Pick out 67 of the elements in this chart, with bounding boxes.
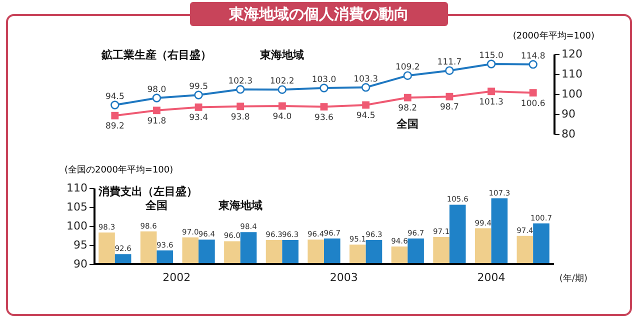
y-tick-label: 95 [74,238,88,252]
y-tick-label: 120 [562,48,582,60]
data-label: 94.5 [105,92,124,102]
point [111,112,119,120]
data-label: 99.5 [189,82,208,92]
data-label: 98.7 [440,102,459,113]
point [404,94,412,102]
point [403,71,412,80]
series-label: 全国 [396,117,419,130]
point [110,100,120,110]
y-tick-label: 100 [562,88,582,100]
y-tick-label: 110 [66,182,88,194]
data-label: 103.0 [312,75,336,85]
text: 2002 [162,271,191,284]
data-label: 93.8 [230,112,250,122]
data-label: 91.8 [147,116,166,126]
annotation: 鉱工業生産（右目盛） [100,48,212,62]
point [320,103,328,111]
data-label: 94.0 [272,112,292,122]
y-tick-label: 90 [74,258,88,270]
data-label: 98.0 [147,85,166,95]
point [152,94,162,102]
point [320,84,328,92]
data-label: 98.2 [398,104,418,114]
y-tick-label: 80 [562,128,576,140]
point [362,101,370,109]
chart-title: 東海地域の個人消費の動向 [190,2,448,26]
data-label: 102.2 [270,76,294,87]
y-tick-label: 105 [66,200,88,214]
y-axis-title: (全国の2000年平均=100) [64,164,174,176]
data-label: 93.6 [314,112,334,123]
data-label: 103.3 [354,74,378,84]
y-tick-label: 110 [562,68,582,80]
text: 東海地域 [259,48,304,62]
point [361,83,370,92]
data-label: 115.0 [479,51,504,61]
y-tick-label: 90 [562,108,576,120]
data-label: 100.6 [520,98,546,109]
y-axis-title: (2000年平均=100) [512,30,594,42]
point [194,103,202,111]
point [445,66,454,75]
point [529,89,537,97]
point [528,60,538,69]
data-label: 89.2 [105,122,124,132]
series-label: 東海地域 [217,199,262,212]
x-axis-title: (年/期) [559,273,588,284]
point [278,85,287,94]
y-tick-label: 100 [66,220,88,232]
text: 2003 [330,271,358,284]
point [153,106,160,114]
annotation: 消費支出（左目盛） [98,184,198,198]
data-label: 94.5 [356,111,376,121]
data-label: 114.8 [520,51,546,62]
point [236,102,244,110]
data-label: 111.7 [437,58,462,68]
point [488,88,495,96]
text: 2004 [477,271,506,284]
point [278,102,286,110]
point [194,90,203,100]
point [446,92,454,100]
data-label: 93.4 [189,113,208,124]
point [236,85,245,94]
data-label: 109.2 [395,62,420,73]
series-label: 全国 [144,199,168,212]
data-label: 102.3 [228,76,253,86]
point [486,60,496,68]
data-label: 101.3 [479,97,504,108]
